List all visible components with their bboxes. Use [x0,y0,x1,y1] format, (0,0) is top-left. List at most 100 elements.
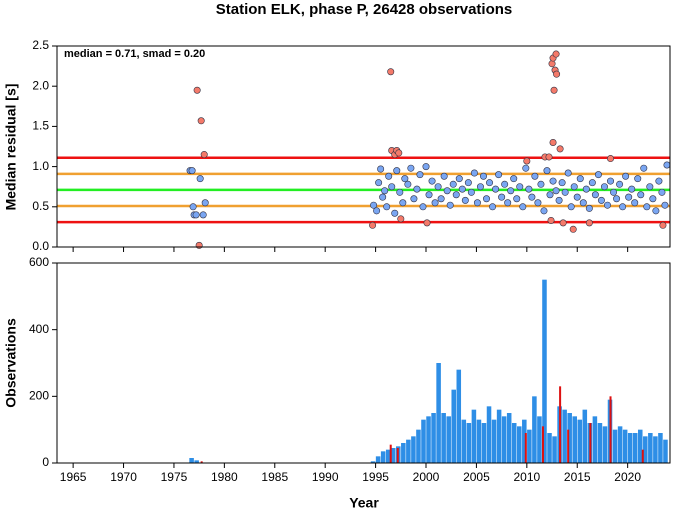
x-tick-label: 2005 [463,470,490,484]
bar [396,448,399,463]
point [569,225,577,233]
point [419,203,427,211]
point [661,201,669,209]
point [631,199,639,207]
bar [466,423,472,463]
bar [461,419,467,463]
bar [421,419,426,463]
point [498,193,506,201]
point [553,70,561,78]
bar [597,423,603,463]
y-axis-label: Observations [3,318,19,408]
bar [416,429,421,463]
y-tick-label: 400 [29,322,49,336]
bar [385,449,391,463]
bar [431,413,436,463]
x-tick-label: 1970 [110,470,137,484]
bar [501,416,507,463]
bar [524,433,527,463]
point [555,196,563,204]
point [489,203,497,211]
y-tick-label: 200 [29,389,49,403]
point [399,199,407,207]
point [610,188,618,196]
y-axis-label: Median residual [s] [3,84,19,211]
point [486,179,494,187]
bar [658,433,663,463]
point [658,188,666,196]
point [446,201,454,209]
point [552,187,560,195]
point [607,155,615,163]
bar [617,426,623,463]
point [616,180,624,188]
point [199,211,207,219]
point [428,177,436,185]
bar [542,279,547,463]
bar [451,389,457,463]
point [519,203,527,211]
point [613,195,621,203]
x-axis-label: Year [349,495,379,511]
bar [643,436,648,463]
point [579,199,587,207]
point [458,185,466,193]
point [385,172,393,180]
x-tick-label: 2000 [413,470,440,484]
bar [511,423,517,463]
y-tick-label: 0 [42,455,49,469]
point [387,68,395,76]
bar [194,460,199,463]
bar [627,433,633,463]
y-tick-label: 0.5 [32,199,49,213]
bar [632,433,638,463]
point [391,209,399,217]
point [383,203,391,211]
point [369,221,377,229]
x-tick-label: 1995 [362,470,389,484]
point [556,145,564,153]
point [585,219,593,227]
point [655,177,663,185]
bar [401,443,406,463]
point [516,183,524,191]
bar [411,436,416,463]
point [597,196,605,204]
chart-title: Station ELK, phase P, 26428 observations [216,1,513,18]
point [479,172,487,180]
point [483,195,491,203]
bar [552,436,557,463]
bar [622,429,628,463]
point [576,175,584,183]
point [395,149,403,157]
point [467,188,475,196]
point [461,196,469,204]
x-tick-label: 2020 [614,470,641,484]
point [370,201,378,209]
point [422,163,430,171]
point [549,177,557,185]
bar [641,449,644,463]
bar [532,396,537,463]
point [388,183,396,191]
y-tick-label: 2.0 [32,78,49,92]
point [640,164,648,172]
point [437,195,445,203]
point [397,215,405,223]
point [393,167,401,175]
bar [486,406,492,463]
point [197,117,205,125]
point [663,161,671,169]
point [504,199,512,207]
point [449,180,457,188]
point [585,204,593,212]
bar [506,413,512,463]
point [423,219,431,227]
point [195,241,203,249]
point [628,185,636,193]
bar [471,409,477,463]
point [440,172,448,180]
bar [481,423,487,463]
point [455,175,463,183]
